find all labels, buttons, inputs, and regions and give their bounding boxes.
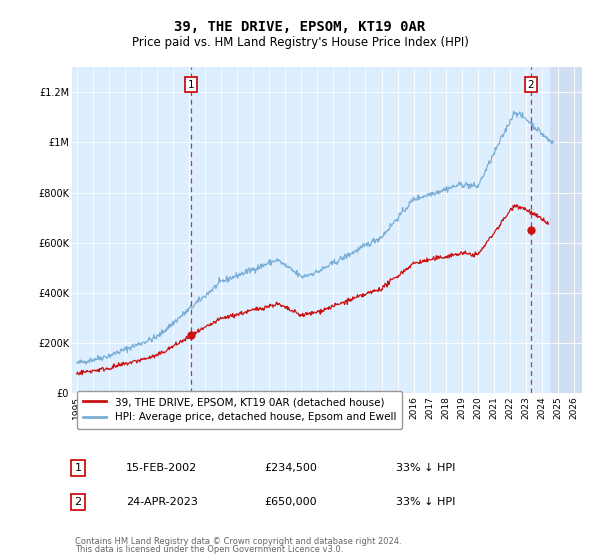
Text: 39, THE DRIVE, EPSOM, KT19 0AR: 39, THE DRIVE, EPSOM, KT19 0AR	[175, 20, 425, 34]
Text: Price paid vs. HM Land Registry's House Price Index (HPI): Price paid vs. HM Land Registry's House …	[131, 36, 469, 49]
Text: 2: 2	[527, 80, 534, 90]
Text: £650,000: £650,000	[264, 497, 317, 507]
Text: Contains HM Land Registry data © Crown copyright and database right 2024.: Contains HM Land Registry data © Crown c…	[75, 537, 401, 546]
Text: This data is licensed under the Open Government Licence v3.0.: This data is licensed under the Open Gov…	[75, 545, 343, 554]
Text: 33% ↓ HPI: 33% ↓ HPI	[396, 463, 455, 473]
Text: 33% ↓ HPI: 33% ↓ HPI	[396, 497, 455, 507]
Text: 24-APR-2023: 24-APR-2023	[126, 497, 198, 507]
Bar	[550, 67, 582, 394]
Text: £234,500: £234,500	[264, 463, 317, 473]
Text: 15-FEB-2002: 15-FEB-2002	[126, 463, 197, 473]
Bar	[550, 67, 582, 394]
Text: 1: 1	[74, 463, 82, 473]
Text: 1: 1	[188, 80, 194, 90]
Text: 2: 2	[74, 497, 82, 507]
Legend: 39, THE DRIVE, EPSOM, KT19 0AR (detached house), HPI: Average price, detached ho: 39, THE DRIVE, EPSOM, KT19 0AR (detached…	[77, 391, 403, 428]
